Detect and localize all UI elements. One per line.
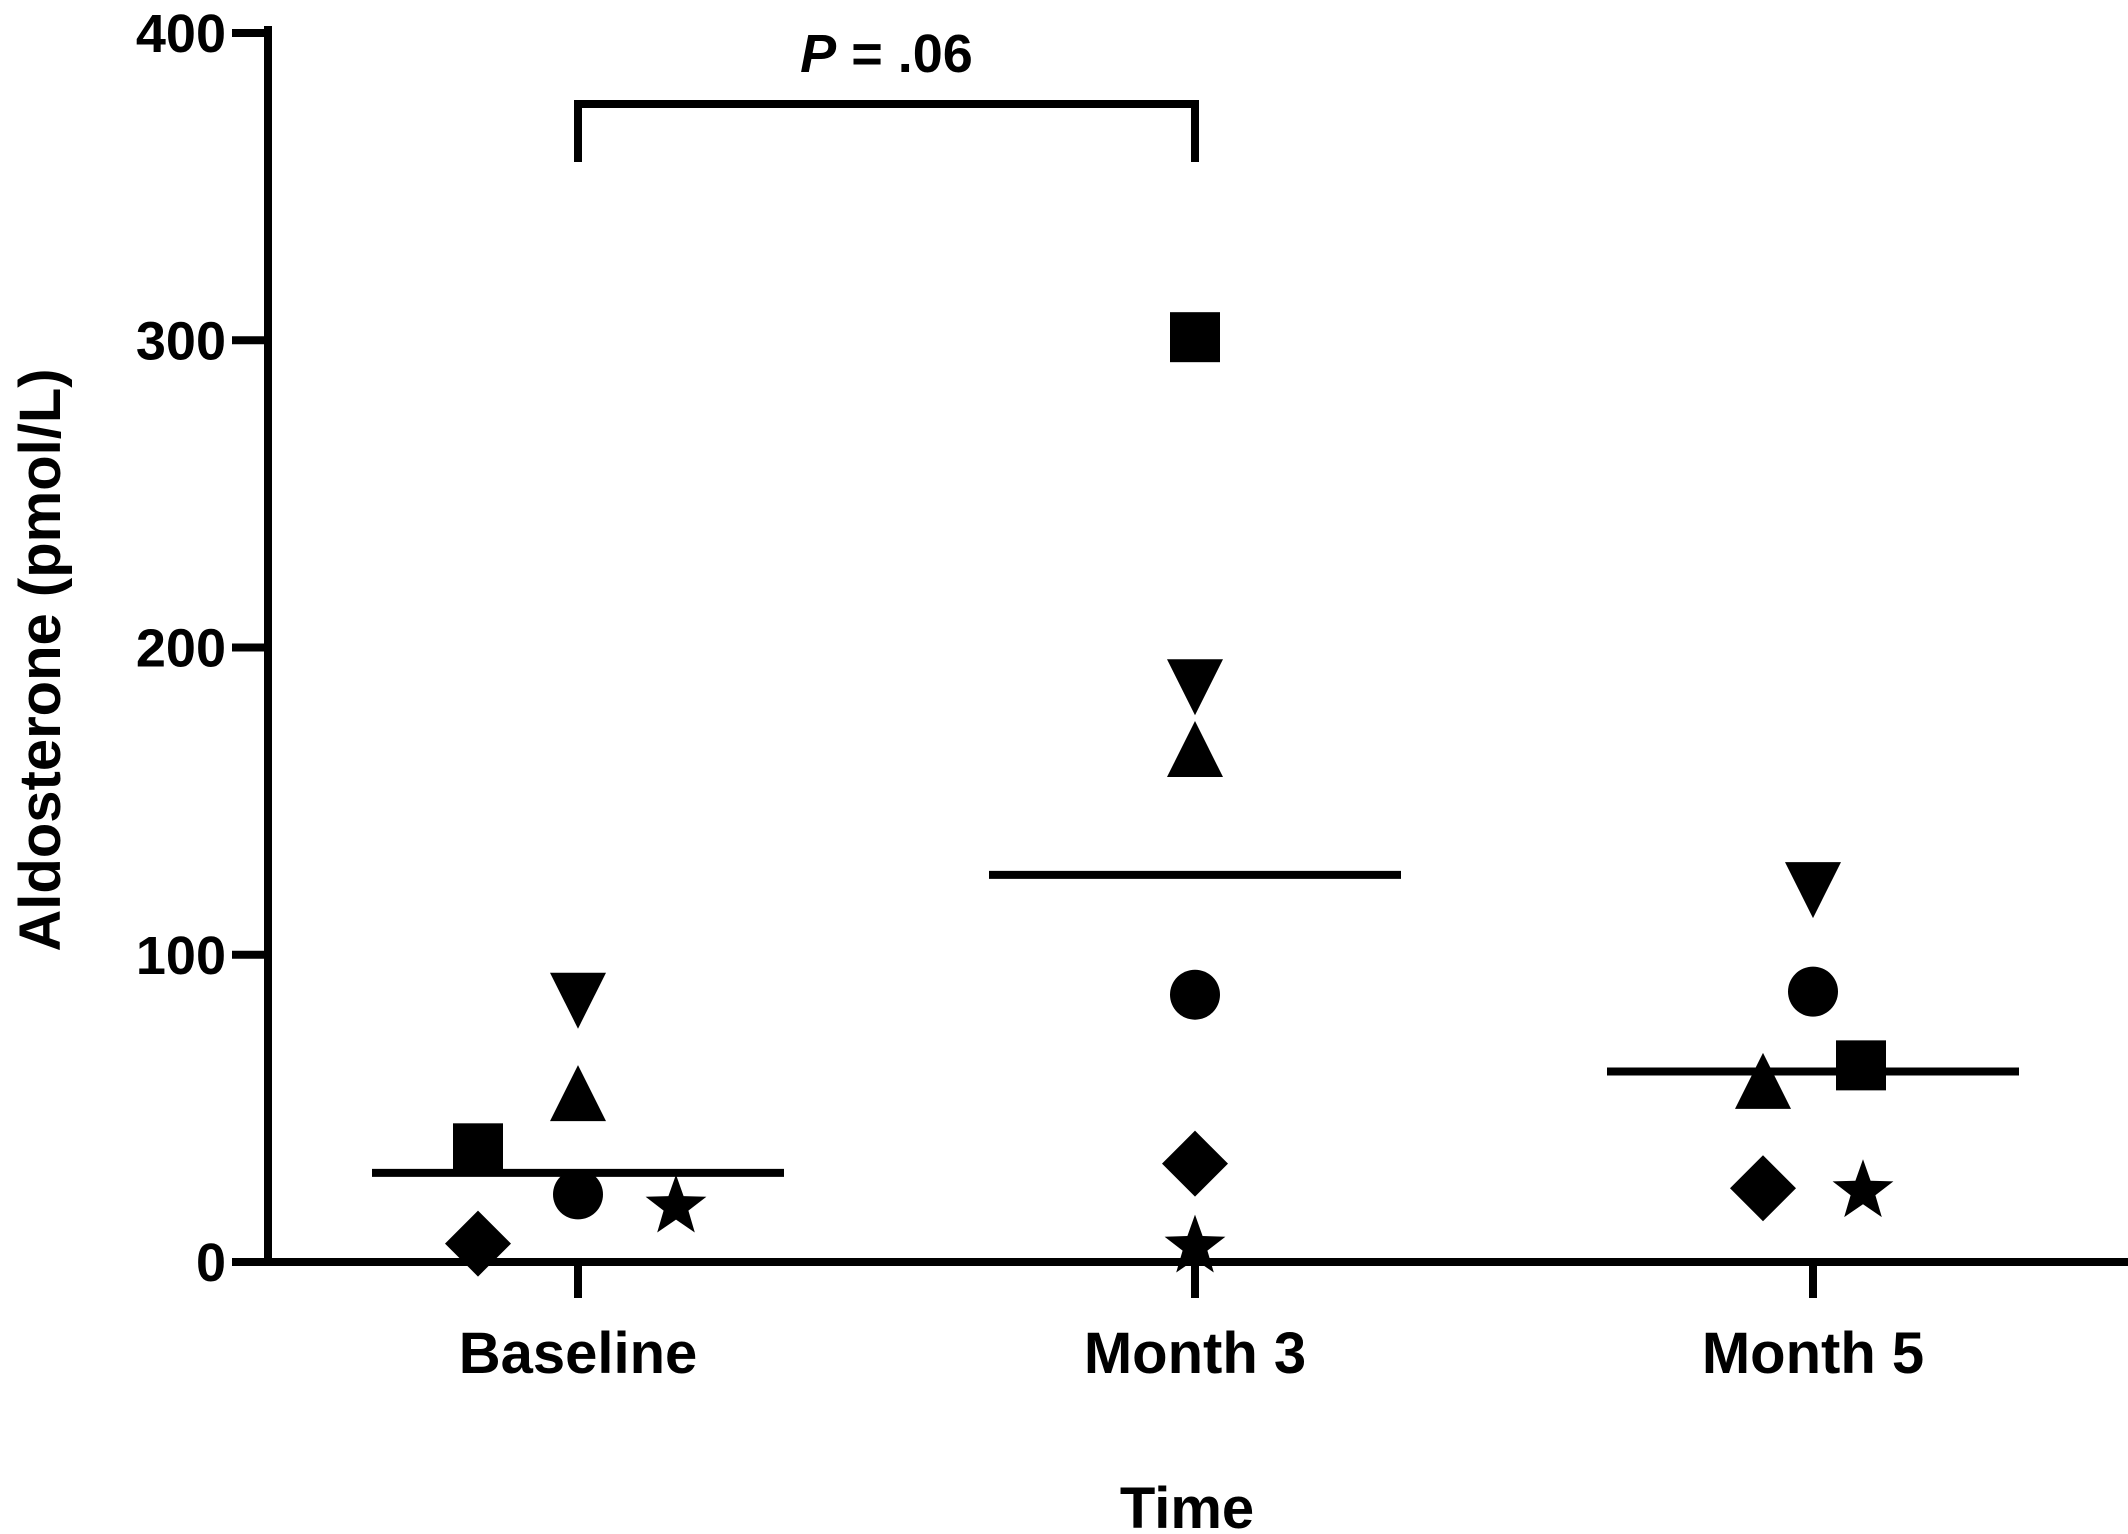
data-point-diamond <box>1162 1130 1228 1197</box>
data-points <box>445 312 1894 1277</box>
data-point-diamond <box>445 1210 511 1277</box>
data-point-square <box>1170 312 1220 363</box>
y-tick-label: 300 <box>136 311 226 371</box>
data-point-circle <box>1788 966 1838 1017</box>
data-point-star <box>1832 1159 1894 1218</box>
data-point-triangle-up <box>550 1065 606 1122</box>
data-point-triangle-down <box>550 972 606 1029</box>
data-point-diamond <box>1730 1155 1796 1222</box>
y-tick-label: 200 <box>136 619 226 679</box>
y-ticks: 0 100 200 300 400 <box>136 4 268 1293</box>
y-tick-label: 400 <box>136 4 226 64</box>
p-symbol: P <box>800 24 837 84</box>
x-tick-label: Baseline <box>459 1321 698 1386</box>
y-axis-title: Aldosterone (pmol/L) <box>8 368 73 951</box>
data-point-circle <box>1170 969 1220 1020</box>
data-point-triangle-up <box>1735 1052 1791 1109</box>
data-point-triangle-down <box>1167 659 1223 716</box>
data-point-star <box>645 1174 707 1233</box>
x-ticks: Baseline Month 3 Month 5 <box>459 1262 1924 1386</box>
data-point-triangle-down <box>1785 862 1841 919</box>
y-tick-label: 0 <box>196 1233 226 1293</box>
mean-lines <box>372 870 2019 1177</box>
y-tick-label: 100 <box>136 926 226 986</box>
data-point-circle <box>553 1169 603 1220</box>
p-value: = .06 <box>836 24 973 84</box>
significance-bracket <box>574 100 1199 162</box>
p-value-label: P = .06 <box>800 24 973 84</box>
x-tick-label: Month 3 <box>1084 1321 1306 1386</box>
x-tick-label: Month 5 <box>1702 1321 1924 1386</box>
data-point-triangle-up <box>1167 721 1223 778</box>
data-point-square <box>453 1123 503 1174</box>
significance-annotation: P = .06 <box>574 24 1199 162</box>
x-axis-title: Time <box>1120 1476 1254 1534</box>
data-point-star <box>1164 1214 1226 1273</box>
data-point-square <box>1836 1040 1886 1091</box>
